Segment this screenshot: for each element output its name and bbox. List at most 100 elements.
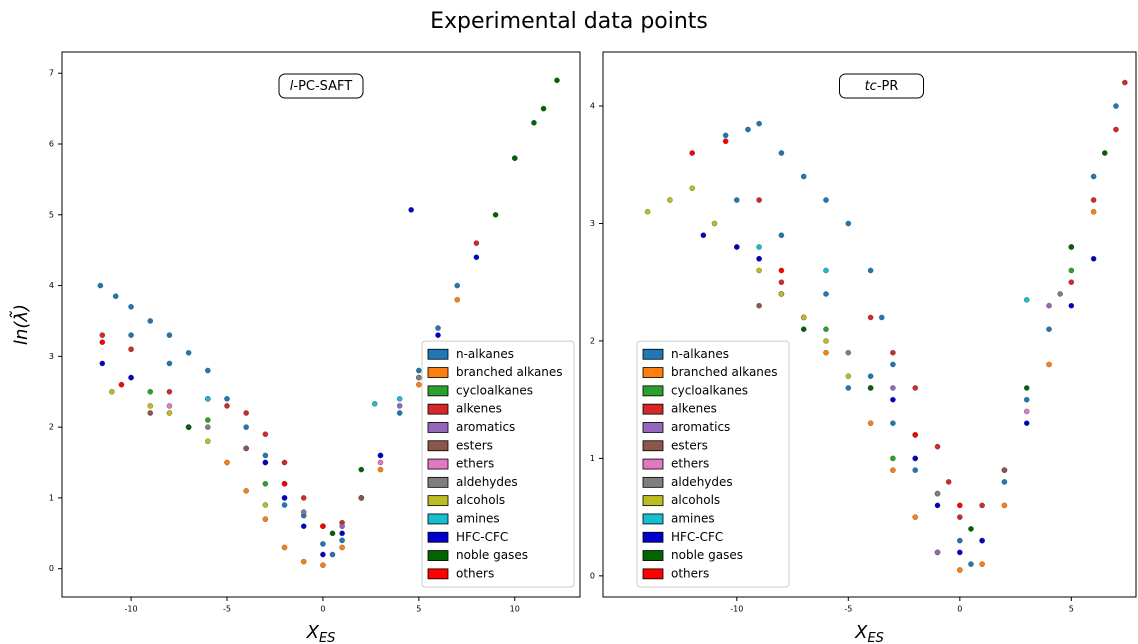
point <box>396 396 403 402</box>
point <box>396 410 403 416</box>
point <box>377 459 384 466</box>
point <box>756 120 762 127</box>
legend-swatch <box>427 550 449 561</box>
point <box>1090 208 1097 215</box>
annotation-text: -PC-SAFT <box>293 79 352 94</box>
y-tick-label: 6 <box>49 140 54 149</box>
legend-label: n-alkanes <box>456 347 514 361</box>
point <box>262 452 269 459</box>
point <box>1122 79 1128 86</box>
legend-label: ethers <box>671 457 709 471</box>
y-tick-label: 3 <box>49 352 54 361</box>
legend-swatch <box>642 531 664 543</box>
point <box>890 349 896 356</box>
x-tick-label: -10 <box>730 605 743 614</box>
point <box>329 551 336 558</box>
point <box>205 417 211 423</box>
legend-label: amines <box>671 511 715 525</box>
point <box>112 293 119 299</box>
x-label-main: X <box>854 622 868 643</box>
point <box>890 467 896 473</box>
point <box>890 420 896 426</box>
legend-label: aldehydes <box>456 475 518 489</box>
point <box>979 537 985 544</box>
point <box>1102 150 1108 156</box>
axes-frame <box>602 51 1137 598</box>
x-axis-label: XES <box>306 622 336 644</box>
point <box>979 561 985 567</box>
x-label-main: X <box>306 622 320 643</box>
point <box>540 105 547 112</box>
point <box>224 459 230 466</box>
point <box>281 459 288 466</box>
point <box>800 173 807 180</box>
point <box>1090 173 1097 180</box>
point <box>128 332 134 338</box>
point <box>185 424 192 430</box>
point <box>957 514 963 520</box>
y-tick-label: 3 <box>590 219 595 228</box>
legend-label: alkenes <box>456 402 502 416</box>
point <box>912 455 918 462</box>
point <box>745 126 751 133</box>
point <box>166 332 173 338</box>
point <box>945 479 952 485</box>
point <box>205 438 211 445</box>
point <box>722 132 729 139</box>
legend-swatch <box>642 422 664 433</box>
y-tick-label: 1 <box>590 454 595 463</box>
point <box>912 514 918 520</box>
point <box>554 77 560 84</box>
point <box>934 490 941 497</box>
point <box>300 523 307 529</box>
point <box>300 558 307 565</box>
point <box>968 526 974 532</box>
legend-swatch <box>427 403 449 415</box>
point <box>166 388 173 395</box>
point <box>109 388 115 395</box>
point <box>890 396 896 403</box>
point <box>1090 197 1097 203</box>
point <box>968 561 974 567</box>
point <box>128 346 134 353</box>
legend-swatch <box>642 403 664 415</box>
legend-swatch <box>642 568 664 580</box>
point <box>644 208 651 215</box>
point <box>867 314 874 321</box>
legend-box <box>421 340 575 588</box>
point <box>262 431 269 437</box>
legend-label: amines <box>456 511 500 525</box>
y-tick-label: 2 <box>49 423 54 432</box>
point <box>867 385 874 391</box>
point <box>435 332 441 338</box>
point <box>800 326 807 332</box>
point <box>166 403 173 409</box>
y-tick-label: 4 <box>49 281 54 290</box>
point <box>934 502 941 509</box>
x-tick-label: 5 <box>416 605 421 614</box>
point <box>1090 255 1097 262</box>
point <box>408 207 414 213</box>
point <box>128 374 134 381</box>
point <box>890 455 896 462</box>
legend-swatch <box>642 513 664 525</box>
y-tick-label: 1 <box>49 493 54 502</box>
x-tick-label: 0 <box>957 605 962 614</box>
x-tick-label: 0 <box>320 605 325 614</box>
point <box>473 240 480 246</box>
x-axis-label: XES <box>854 622 884 644</box>
point <box>224 403 230 409</box>
point <box>99 332 106 338</box>
legend-swatch <box>642 367 664 378</box>
point <box>1023 297 1030 303</box>
legend-label: noble gases <box>671 548 743 562</box>
point <box>128 304 134 310</box>
point <box>756 244 762 250</box>
point <box>454 282 460 289</box>
point <box>823 338 829 344</box>
point <box>912 467 918 473</box>
point <box>778 150 785 156</box>
y-tick-label: 7 <box>49 69 54 78</box>
legend-swatch <box>427 348 449 360</box>
point <box>281 502 288 508</box>
